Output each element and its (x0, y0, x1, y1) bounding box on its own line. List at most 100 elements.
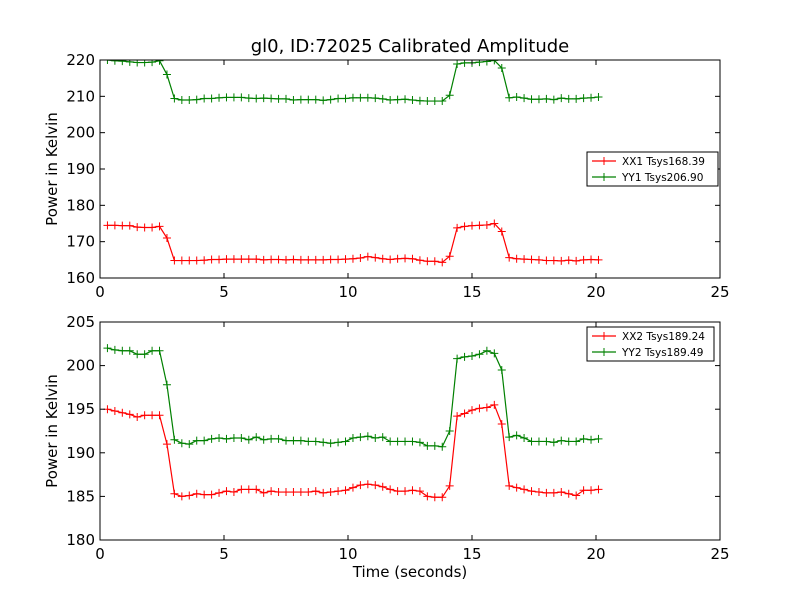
bottom-series-1-point (222, 487, 231, 496)
bottom-series-2-point (579, 434, 588, 443)
bottom-series-2-point (140, 350, 149, 359)
bottom-series-2-point (125, 346, 134, 355)
bottom-series-1-point (148, 411, 157, 420)
top-series-1-point (311, 255, 320, 264)
top-series-2-point (371, 94, 380, 103)
bottom-y-tick-label: 180 (66, 531, 95, 549)
bottom-series-2-point (460, 352, 469, 361)
bottom-series-2-point (505, 433, 514, 442)
bottom-x-tick-label: 10 (338, 545, 357, 563)
top-series-1-point (408, 254, 417, 263)
bottom-x-tick-label: 15 (462, 545, 481, 563)
bottom-series-1-point (497, 420, 506, 429)
top-series-1-point (572, 256, 581, 265)
top-series-1-point (594, 255, 603, 264)
bottom-series-1-point (401, 487, 410, 496)
bottom-series-2-point (371, 433, 380, 442)
bottom-series-1-point (274, 488, 283, 497)
top-series-2-point (579, 94, 588, 103)
bottom-series-1-point (237, 485, 246, 494)
bottom-series-2-point (401, 437, 410, 446)
top-series-2-point (311, 95, 320, 104)
top-series-2-point (415, 96, 424, 105)
top-y-tick-label: 210 (66, 87, 95, 105)
top-series-2-point (572, 94, 581, 103)
bottom-series-2-point (482, 346, 491, 355)
top-x-tick-label: 0 (95, 283, 105, 301)
top-series-2-point (215, 93, 224, 102)
top-series-2-point (177, 95, 186, 104)
top-series-1-point (118, 221, 127, 230)
top-series-1-point (125, 221, 134, 230)
bottom-series-1-point (177, 492, 186, 501)
bottom-legend-marker (600, 348, 608, 356)
top-series-2-point (244, 94, 253, 103)
top-series-2-point (155, 60, 164, 65)
bottom-series-1-point (393, 487, 402, 496)
bottom-series-1-point (244, 485, 253, 494)
bottom-series-2-point (490, 349, 499, 358)
top-series-2-point (520, 94, 529, 103)
top-series-1-point (103, 221, 112, 230)
top-series-1-point (192, 256, 201, 265)
top-series-1-point (170, 256, 179, 265)
bottom-series-2-point (587, 435, 596, 444)
top-series-2-point (542, 94, 551, 103)
top-series-1-point (155, 222, 164, 231)
top-series-2-point (222, 93, 231, 102)
top-series-1-point (319, 255, 328, 264)
top-series-2-point (267, 94, 276, 103)
bottom-series-2-point (170, 435, 179, 444)
bottom-series-2-point (341, 437, 350, 446)
top-series-2-point (430, 97, 439, 106)
top-series-2-point (133, 60, 142, 67)
bottom-series-2-point (222, 434, 231, 443)
top-series-1-point (215, 255, 224, 264)
top-legend-entry-1: XX1 Tsys168.39 (622, 156, 705, 168)
top-series-1-point (445, 252, 454, 261)
bottom-plot: 0 5 10 15 20 25 180 185 190 195 200 205 Power in Kel… (43, 313, 730, 563)
bottom-series-2-point (259, 435, 268, 444)
bottom-series-1-point (415, 487, 424, 496)
top-y-tick-label: 180 (66, 196, 95, 214)
bottom-series-1-point (319, 488, 328, 497)
top-series-1-point (438, 258, 447, 267)
top-series-2-point (200, 94, 209, 103)
bottom-series-1-point (170, 489, 179, 498)
top-y-tick-label: 200 (66, 124, 95, 142)
bottom-series-1-point (512, 483, 521, 492)
top-legend-box (586, 151, 719, 187)
top-series-2-point (110, 60, 119, 65)
bottom-series-1-point (490, 400, 499, 409)
top-series-2-point (326, 95, 335, 104)
bottom-plot-x-axis-label: Time (seconds) (352, 563, 468, 581)
bottom-series-2-point (557, 436, 566, 445)
bottom-y-tick-label: 195 (66, 400, 95, 418)
top-series-2-point (259, 94, 268, 103)
bottom-series-1-point (140, 411, 149, 420)
bottom-series-2-point (289, 436, 298, 445)
bottom-series-2-point (386, 437, 395, 446)
bottom-series-2-point (229, 433, 238, 442)
top-series-2-point (185, 95, 194, 104)
top-series-1-point (341, 255, 350, 264)
bottom-series-1-point (118, 408, 127, 417)
top-series-1-point (148, 223, 157, 232)
top-series-2-point (482, 60, 491, 66)
bottom-series-1-point (386, 485, 395, 494)
top-series-1 (103, 219, 603, 267)
bottom-series-2-point (356, 433, 365, 442)
bottom-y-tick-label: 190 (66, 444, 95, 462)
bottom-y-tick-label: 185 (66, 487, 95, 505)
bottom-series-1-point (438, 493, 447, 502)
top-series-1-point (207, 255, 216, 264)
bottom-series-1-point (229, 488, 238, 497)
bottom-series-1-point (192, 489, 201, 498)
bottom-series-2-point (534, 437, 543, 446)
top-series-1-point (423, 257, 432, 266)
top-series-1-point (520, 255, 529, 264)
top-series-1-point (348, 254, 357, 263)
top-series-1-point (296, 255, 305, 264)
bottom-series-2-point (438, 442, 447, 451)
bottom-series-1 (103, 400, 603, 502)
